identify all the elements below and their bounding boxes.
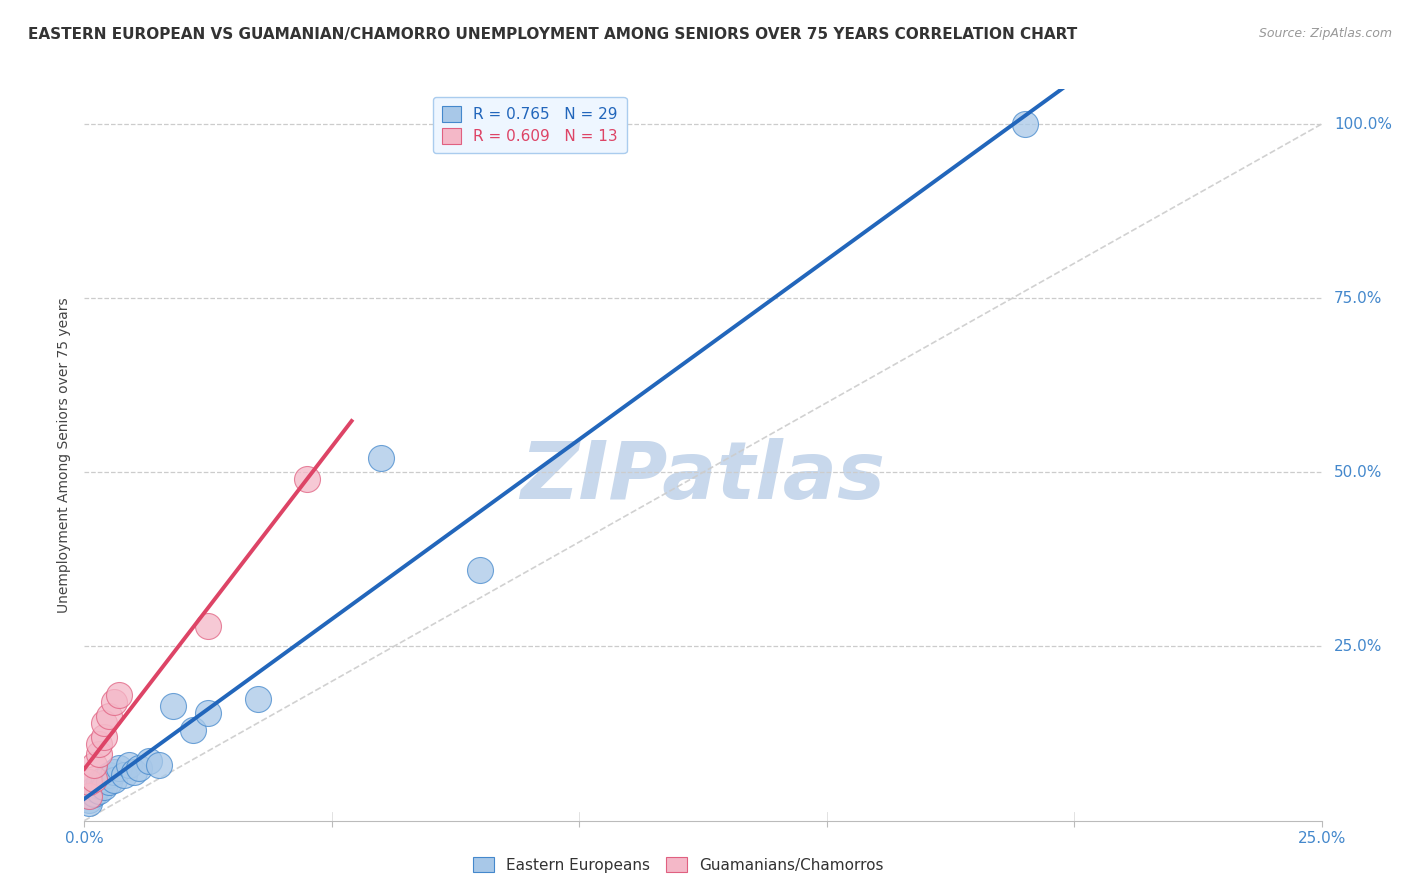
Point: [79, 789, 101, 804]
Point: [1014, 117, 1036, 131]
Point: [197, 618, 219, 632]
Point: [83, 758, 105, 772]
Point: [98, 775, 121, 789]
Point: [118, 758, 141, 772]
Text: 100.0%: 100.0%: [1334, 117, 1392, 131]
Point: [370, 451, 392, 466]
Point: [103, 695, 125, 709]
Point: [83, 782, 105, 797]
Point: [246, 691, 269, 706]
Point: [295, 472, 318, 486]
Point: [103, 773, 125, 788]
Point: [148, 758, 170, 772]
Point: [112, 768, 135, 782]
Point: [470, 563, 492, 577]
Text: 75.0%: 75.0%: [1334, 291, 1382, 306]
Point: [83, 787, 105, 801]
Point: [79, 793, 101, 807]
Point: [93, 772, 115, 786]
Point: [79, 796, 101, 810]
Point: [83, 772, 105, 786]
Point: [108, 688, 131, 702]
Text: 50.0%: 50.0%: [1334, 465, 1382, 480]
Point: [162, 698, 184, 713]
Point: [103, 764, 125, 779]
Legend: Eastern Europeans, Guamanians/Chamorros: Eastern Europeans, Guamanians/Chamorros: [467, 851, 890, 879]
Text: 25.0%: 25.0%: [1334, 639, 1382, 654]
Point: [181, 723, 204, 737]
Text: ZIPatlas: ZIPatlas: [520, 438, 886, 516]
Point: [108, 761, 131, 775]
Point: [122, 764, 145, 779]
Point: [98, 709, 121, 723]
Point: [93, 780, 115, 795]
Point: [83, 786, 105, 800]
Point: [93, 730, 115, 744]
Point: [93, 716, 115, 731]
Point: [138, 755, 160, 769]
Point: [197, 706, 219, 720]
Point: [89, 747, 111, 762]
Point: [89, 737, 111, 751]
Point: [89, 779, 111, 793]
Point: [89, 784, 111, 798]
Text: Source: ZipAtlas.com: Source: ZipAtlas.com: [1258, 27, 1392, 40]
Text: EASTERN EUROPEAN VS GUAMANIAN/CHAMORRO UNEMPLOYMENT AMONG SENIORS OVER 75 YEARS : EASTERN EUROPEAN VS GUAMANIAN/CHAMORRO U…: [28, 27, 1077, 42]
Point: [79, 775, 101, 789]
Point: [128, 761, 150, 775]
Point: [89, 775, 111, 789]
Point: [79, 789, 101, 804]
Point: [98, 768, 121, 782]
Y-axis label: Unemployment Among Seniors over 75 years: Unemployment Among Seniors over 75 years: [58, 297, 72, 613]
